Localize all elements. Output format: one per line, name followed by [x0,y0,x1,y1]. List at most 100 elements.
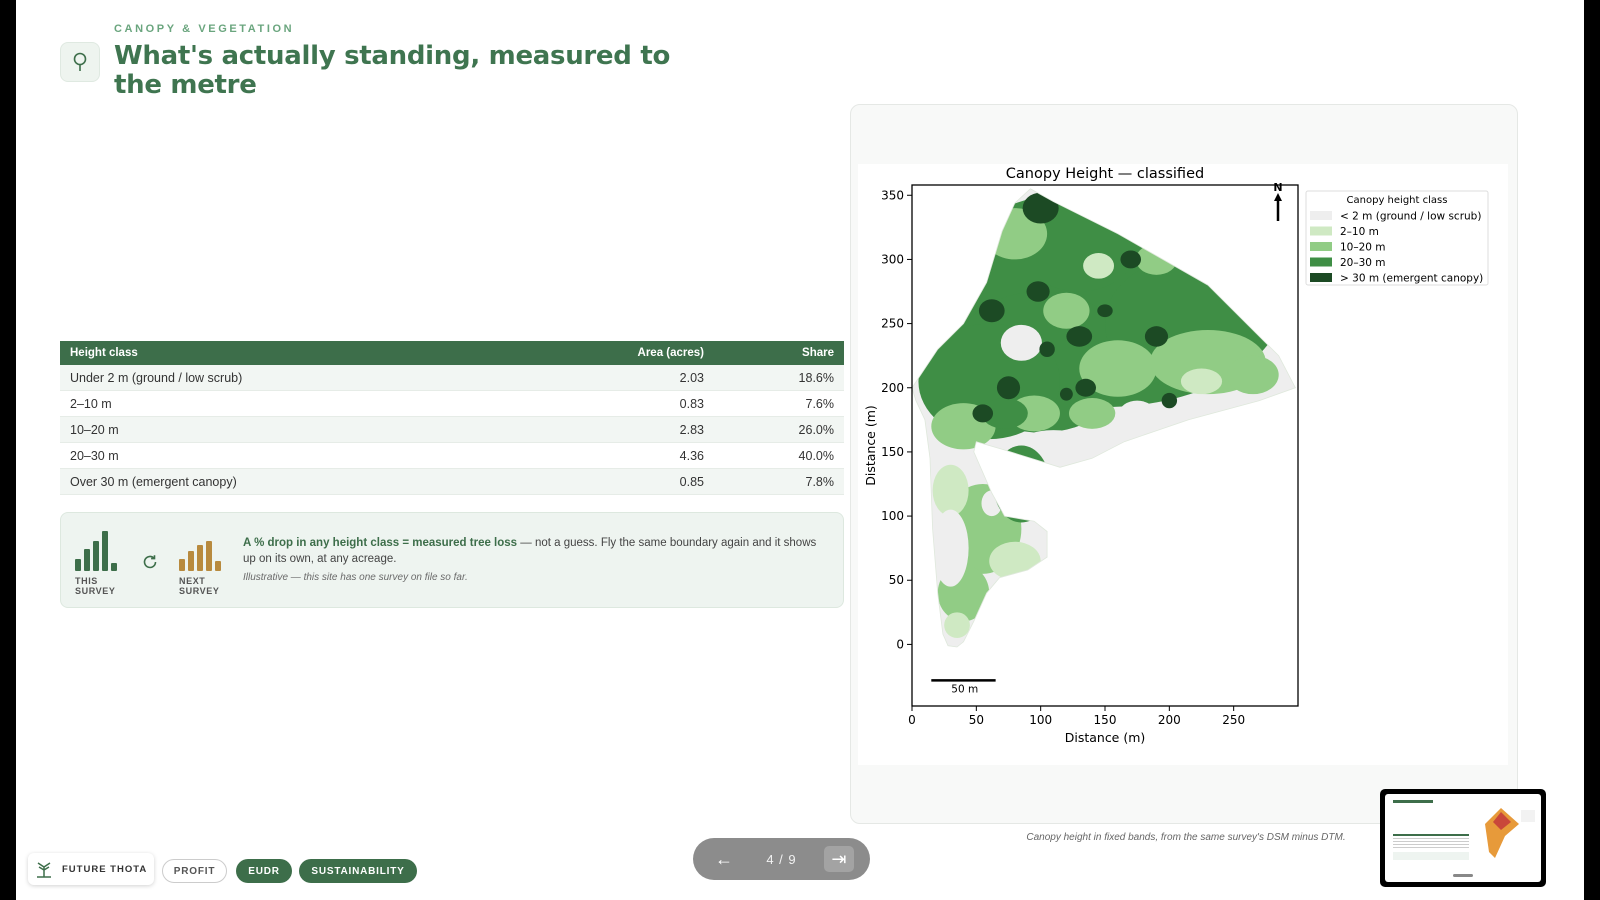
legend-swatch [1310,226,1332,236]
slide-pager: ← 4 / 9 ⇥ [693,838,870,880]
canopy-patch [944,612,970,638]
slide-counter: 4 / 9 [766,851,797,867]
canopy-patch [1079,340,1157,397]
y-tick-label: 50 [889,573,904,587]
y-tick-label: 0 [896,637,904,651]
brand-name: FUTURE THOTA [62,863,148,875]
y-tick-label: 300 [881,252,904,266]
chart-caption: Canopy height in fixed bands, from the s… [1026,832,1346,843]
brand-tree-icon [37,862,51,878]
canopy-patch [1097,304,1113,318]
tab-profit[interactable]: PROFIT [162,859,227,883]
legend-box [1305,190,1489,286]
canopy-patch [978,299,1005,323]
table-row: Under 2 m (ground / low scrub) 2.03 18.6… [60,365,844,391]
y-tick-label: 350 [881,188,904,202]
table-row: Over 30 m (emergent canopy) 0.85 7.8% [60,468,844,495]
cell-share: 7.6% [714,390,844,417]
canopy-patch [1059,387,1073,401]
table-row: 2–10 m 0.83 7.6% [60,390,844,417]
canopy-patch [972,404,994,423]
column-header-share: Share [714,341,844,365]
canopy-height-chart: 0 50 100 150 200 250 0 50 100 150 200 250 300 350 Cano… [863,166,1489,745]
cell-share: 7.8% [714,468,844,495]
x-tick-label: 100 [1029,713,1052,727]
column-header-height-class: Height class [60,341,574,365]
next-survey-bars-icon: NEXT SURVEY [179,531,227,596]
canopy-patch [1083,253,1115,279]
legend-swatch [1310,257,1332,267]
legend-label: 10–20 m [1340,242,1386,254]
canopy-patch [1075,378,1096,397]
y-axis-label: Distance (m) [863,405,878,486]
canopy-patch [932,464,969,517]
x-tick-label: 150 [1094,713,1117,727]
canopy-patch [1026,281,1050,302]
legend-label: > 30 m (emergent canopy) [1340,273,1483,285]
height-class-table: Height class Area (acres) Share Under 2 … [60,341,844,495]
next-slide-button[interactable]: ⇥ [823,846,854,872]
survey-comparison-note: THIS SURVEY NEXT SURVEY A % drop in any … [60,512,844,608]
y-tick-label: 100 [881,509,904,523]
x-tick-label: 200 [1158,713,1181,727]
canopy-map-layer [911,188,1296,648]
y-tick-label: 150 [881,445,904,459]
canopy-patch [1119,400,1156,427]
cell-area: 0.85 [574,468,714,495]
legend-swatch [1310,273,1332,282]
x-axis-label: Distance (m) [1065,730,1146,745]
this-survey-bars-icon: THIS SURVEY [75,531,123,596]
cell-area: 4.36 [574,442,714,469]
legend-label: 2–10 m [1340,226,1379,238]
this-survey-label: THIS SURVEY [75,576,116,596]
prev-slide-button[interactable]: ← [715,849,733,869]
tab-eudr[interactable]: EUDR [236,859,292,883]
canopy-patch [950,249,977,270]
cell-area: 0.83 [574,390,714,417]
table-header-row: Height class Area (acres) Share [60,341,844,365]
cell-share: 40.0% [714,442,844,469]
next-survey-label: NEXT SURVEY [179,576,220,596]
canopy-patch [1161,392,1178,409]
y-tick-label: 250 [881,317,904,331]
canopy-patch [1000,324,1042,361]
x-tick-label: 0 [908,713,916,727]
cell-height-class: 2–10 m [60,390,574,417]
cell-share: 26.0% [714,416,844,443]
note-subtext: Illustrative — this site has one survey … [243,572,468,583]
canopy-patch [989,541,1041,581]
x-tick-label: 50 [969,713,984,727]
canopy-patch [1066,326,1093,347]
canopy-patch [1227,355,1279,395]
canopy-patch [1039,341,1055,357]
canopy-patch [932,509,969,587]
chart-panel: 0 50 100 150 200 250 0 50 100 150 200 250 300 350 Cano… [858,164,1508,765]
legend-label: 20–30 m [1340,257,1386,269]
canopy-patch [1135,244,1178,275]
cell-height-class: Under 2 m (ground / low scrub) [60,365,574,391]
brand-logo[interactable]: FUTURE THOTA [28,853,154,885]
north-arrow-head [1274,193,1282,201]
canopy-patch [1120,250,1142,269]
canopy-patch [1022,192,1059,224]
canopy-patch [981,490,1003,517]
cell-share: 18.6% [714,365,844,391]
canopy-patch [1144,326,1169,347]
table-row: 10–20 m 2.83 26.0% [60,416,844,443]
tab-sustainability[interactable]: SUSTAINABILITY [299,859,417,883]
scale-bar-label: 50 m [951,683,978,695]
note-text: A % drop in any height class = measured … [243,535,823,567]
canopy-patch [1180,368,1223,395]
cell-area: 2.03 [574,365,714,391]
slide-thumbnail[interactable] [1380,789,1546,887]
canopy-patch [981,398,1028,429]
chart-legend: Canopy height class < 2 m (ground / low s… [1305,190,1489,286]
note-body-text: — not a guess. Fly the same boundary aga… [243,537,817,565]
section-eyebrow: CANOPY & VEGETATION [114,23,295,35]
legend-title: Canopy height class [1347,195,1448,206]
x-tick-label: 250 [1222,713,1245,727]
cell-height-class: Over 30 m (emergent canopy) [60,468,574,495]
cell-height-class: 10–20 m [60,416,574,443]
legend-swatch [1310,211,1332,220]
cell-area: 2.83 [574,416,714,443]
